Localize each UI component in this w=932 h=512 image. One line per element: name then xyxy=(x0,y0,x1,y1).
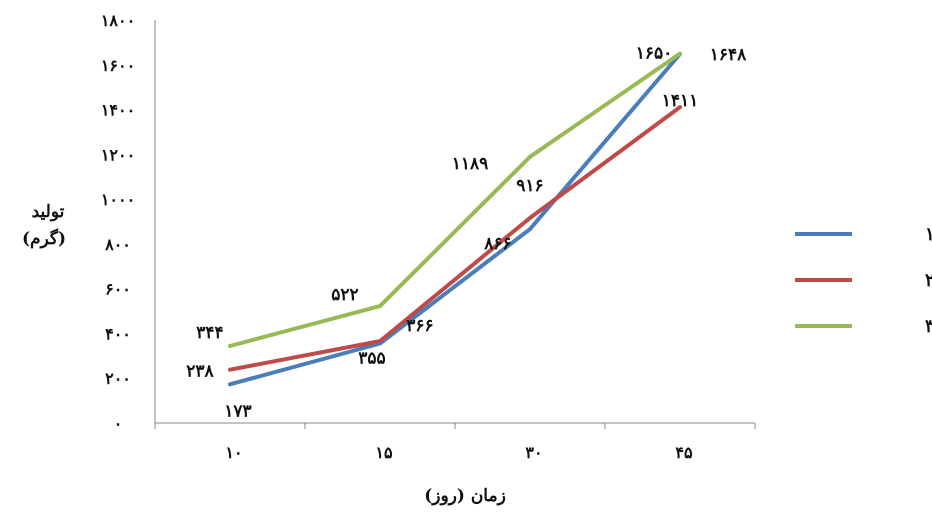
x-axis-ticks xyxy=(154,423,756,429)
y-tick-label: ۶۰۰ xyxy=(105,280,131,299)
legend: تیمار۱ تیمار۲ تیمار۳ xyxy=(795,224,932,337)
data-label: ۱۷۳ xyxy=(224,401,251,421)
y-axis-tick-labels: ۰ ۲۰۰ ۴۰۰ ۶۰۰ ۸۰۰ ۱۰۰۰ ۱۲۰۰ ۱۴۰۰ ۱۶۰۰ ۱۸۰۰ xyxy=(101,11,135,433)
y-tick-label: ۲۰۰ xyxy=(105,369,131,388)
data-label: ۱۱۸۹ xyxy=(452,154,489,174)
data-label: ۱۶۴۸ xyxy=(710,45,747,65)
series-line-1 xyxy=(228,52,682,387)
data-label: ۳۶۶ xyxy=(406,316,433,336)
data-label: ۵۲۲ xyxy=(331,285,358,305)
legend-label: تیمار۱ xyxy=(925,224,932,245)
y-tick-label: ۱۰۰۰ xyxy=(101,190,135,209)
plot-area: ۰ ۲۰۰ ۴۰۰ ۶۰۰ ۸۰۰ ۱۰۰۰ ۱۲۰۰ ۱۴۰۰ ۱۶۰۰ ۱۸۰۰ ۱۰ ۱۵ ۳۰… xyxy=(101,11,756,462)
y-axis-title-line-2: (گرم) xyxy=(22,228,66,249)
y-tick-label: ۱۲۰۰ xyxy=(101,145,135,164)
y-axis-title: تولید (گرم) xyxy=(22,202,66,249)
legend-label: تیمار۲ xyxy=(925,270,932,291)
y-tick-label: ۱۴۰۰ xyxy=(101,101,135,120)
series-line-2 xyxy=(228,105,682,372)
y-tick-label: ۰ xyxy=(114,414,123,433)
y-tick-label: ۴۰۰ xyxy=(105,324,131,343)
series-lines xyxy=(228,51,682,387)
data-label: ۱۴۱۱ xyxy=(662,91,699,111)
data-labels: ۱۷۳ ۳۵۵ ۸۶۶ ۱۶۴۸ ۲۳۸ ۳۶۶ ۹۱۶ ۱۴۱۱ ۳۴۴ ۵۲۲ ۱۱۸۹ ۱۶۵۰ xyxy=(186,44,747,422)
y-tick-label: ۱۸۰۰ xyxy=(101,11,135,30)
x-axis-title: زمان (روز) xyxy=(424,486,506,506)
data-label: ۸۶۶ xyxy=(483,234,511,254)
data-label: ۳۵۵ xyxy=(358,349,385,369)
data-label: ۲۳۸ xyxy=(186,362,214,382)
y-axis-title-line-1: تولید xyxy=(32,202,65,222)
x-tick-label: ۱۵ xyxy=(375,443,393,462)
y-tick-label: ۸۰۰ xyxy=(104,235,131,254)
series-line-3 xyxy=(228,51,682,348)
x-tick-label: ۱۰ xyxy=(225,443,242,462)
x-tick-label: ۳۰ xyxy=(525,443,542,462)
data-label: ۱۶۵۰ xyxy=(636,44,673,64)
legend-label: تیمار۳ xyxy=(925,316,932,337)
data-label: ۹۱۶ xyxy=(516,176,543,196)
y-tick-label: ۱۶۰۰ xyxy=(101,56,135,75)
x-axis-tick-labels: ۱۰ ۱۵ ۳۰ ۴۵ xyxy=(225,443,693,462)
x-tick-label: ۴۵ xyxy=(675,443,693,462)
data-label: ۳۴۴ xyxy=(196,323,223,343)
